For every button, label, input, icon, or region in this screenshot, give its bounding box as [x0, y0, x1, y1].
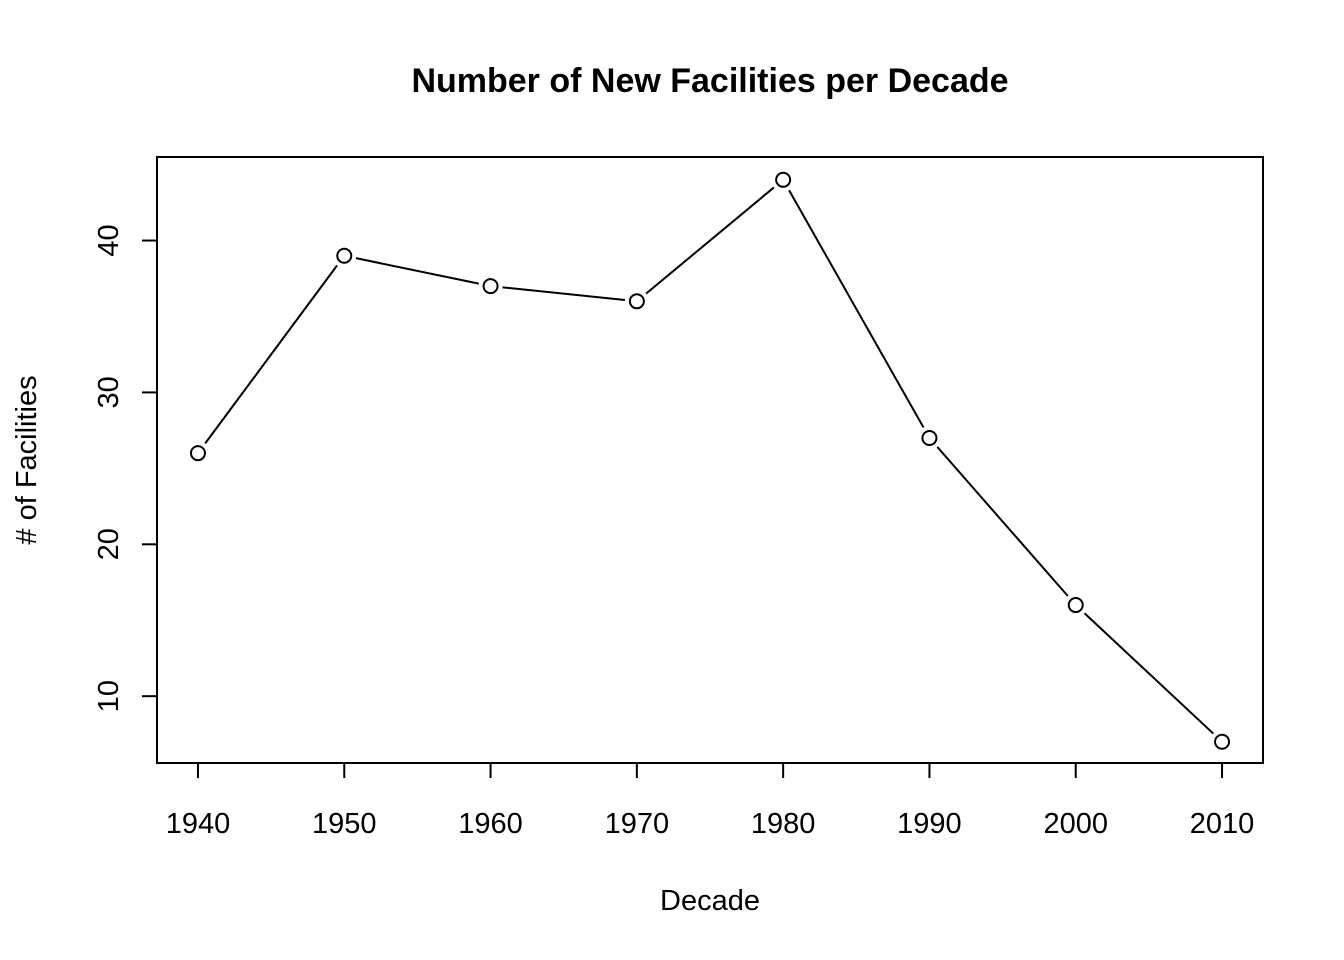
x-tick-label: 1970 — [605, 808, 670, 840]
line-segment — [645, 186, 775, 295]
y-tick-label: 40 — [93, 224, 125, 256]
line-segment — [204, 264, 338, 445]
chart-title: Number of New Facilities per Decade — [411, 62, 1008, 100]
x-tick-label: 1960 — [458, 808, 523, 840]
series-line — [204, 186, 1214, 735]
y-tick-label: 10 — [93, 680, 125, 712]
y-tick-label: 20 — [93, 528, 125, 560]
line-segment — [1083, 612, 1214, 735]
x-axis-label: Decade — [660, 885, 760, 917]
data-point — [1214, 733, 1231, 750]
y-axis: 10 20 30 40 — [93, 224, 157, 712]
x-tick-label: 1990 — [897, 808, 962, 840]
x-axis: 1940 1950 1960 1970 1980 1990 2000 2010 — [166, 763, 1255, 840]
line-segment — [355, 257, 480, 285]
series-points — [189, 171, 1231, 750]
data-point — [189, 445, 206, 462]
plot-frame — [156, 156, 1264, 764]
x-tick-label: 2010 — [1190, 808, 1255, 840]
data-point — [628, 293, 645, 310]
line-segment — [788, 189, 925, 429]
data-point — [336, 247, 353, 264]
line-segment — [936, 446, 1069, 597]
y-axis-label: # of Facilities — [11, 375, 43, 544]
x-tick-label: 1980 — [751, 808, 816, 840]
x-tick-label: 1950 — [312, 808, 377, 840]
data-point — [775, 171, 792, 188]
x-tick-label: 1940 — [166, 808, 231, 840]
data-point — [1067, 597, 1084, 614]
line-segment — [502, 286, 626, 302]
data-point — [482, 278, 499, 295]
data-point — [921, 429, 938, 446]
x-tick-label: 2000 — [1043, 808, 1108, 840]
y-tick-label: 30 — [93, 376, 125, 408]
